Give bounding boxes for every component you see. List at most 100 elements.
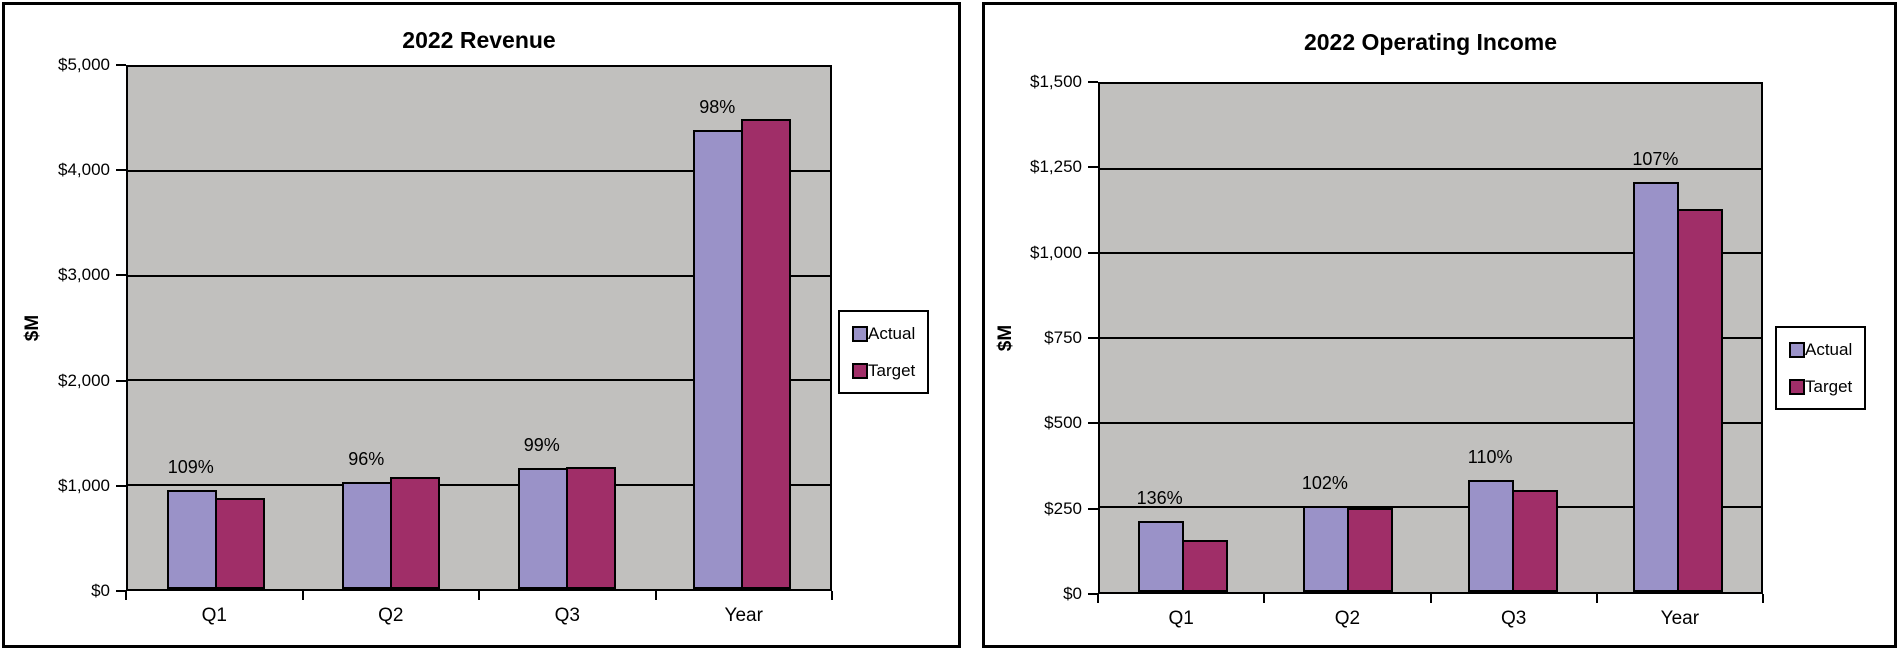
bar-target-q2 [1346, 507, 1393, 592]
bar-actual-q2 [342, 482, 393, 589]
x-tick-mark [301, 591, 304, 600]
y-tick-label: $0 [1063, 584, 1082, 603]
bar-pair [1265, 84, 1430, 592]
category-slot-q1: 136% [1100, 84, 1265, 592]
bar-percent-label: 99% [523, 435, 560, 456]
chart-title: 2022 Operating Income [1303, 29, 1558, 55]
x-tick-label-q2: Q2 [1334, 608, 1361, 629]
legend-label: Target [1805, 377, 1853, 396]
bar-percent-label: 109% [167, 456, 214, 477]
y-tick-mark [116, 379, 126, 382]
bar-actual-q1 [1137, 520, 1184, 592]
legend-swatch-actual [1789, 341, 1805, 358]
chart-title: 2022 Revenue [402, 27, 556, 53]
bar-actual-q1 [166, 489, 217, 589]
x-tick-label-q3: Q3 [1500, 608, 1527, 629]
bar-pair [479, 67, 655, 589]
bar-percent-label: 98% [699, 96, 736, 117]
bar-pair [1100, 84, 1265, 592]
category-slot-year: 107% [1596, 84, 1761, 592]
bar-percent-label: 96% [348, 449, 385, 469]
legend-item-actual: Actual [852, 325, 915, 342]
legend-label: Actual [868, 324, 916, 343]
category-slot-q2: 102% [1265, 84, 1430, 592]
revenue-chart: 2022 Revenue $M $0 $1,000 $2,000 $3,000 $4,0… [2, 2, 961, 648]
plot-area: 109% 96% 99% 98% [126, 65, 832, 591]
y-tick-mark [116, 590, 126, 592]
bar-pair [655, 67, 831, 589]
legend: Actual Target [1775, 326, 1867, 410]
y-tick-mark [1088, 593, 1098, 595]
y-axis: $0 $1,000 $2,000 $3,000 $4,000 $5,000 [5, 55, 126, 600]
category-slot-q3: 110% [1431, 84, 1596, 592]
bar-percent-label: 136% [1136, 487, 1183, 508]
y-tick-label: $1,000 [58, 475, 110, 495]
legend: Actual Target [838, 310, 930, 394]
x-axis: Q1 Q2 Q3 Year [126, 605, 832, 627]
y-tick-label: $1,500 [1030, 72, 1082, 91]
y-tick-label: $250 [1044, 498, 1082, 518]
x-axis: Q1 Q2 Q3 Year [1098, 608, 1763, 630]
operating-income-chart: 2022 Operating Income $M $0 $250 $500 $750 $… [982, 2, 1897, 648]
category-slot-q2: 96% [304, 67, 480, 589]
bar-actual-year [1633, 182, 1680, 592]
gridline [1100, 506, 1761, 509]
y-tick-mark [116, 169, 126, 172]
legend-swatch-target [852, 362, 868, 379]
x-tick-label-year: Year [724, 605, 763, 626]
x-tick-mark [831, 591, 833, 600]
y-axis: $0 $250 $500 $750 $1,000 $1,250 $1,500 [985, 72, 1098, 603]
legend-swatch-target [1789, 378, 1805, 395]
gridline [1100, 421, 1761, 424]
y-tick-mark [116, 64, 126, 66]
y-tick-label: $500 [1044, 413, 1082, 433]
x-tick-mark [1429, 594, 1432, 603]
bar-percent-label: 107% [1632, 149, 1679, 170]
category-slot-q3: 99% [479, 67, 655, 589]
bar-percent-label: 102% [1301, 472, 1348, 493]
plot-area: 136% 102% 110% 107% [1098, 82, 1763, 594]
gridline [1100, 252, 1761, 255]
x-tick-label-q2: Q2 [378, 605, 404, 626]
category-slot-year: 98% [655, 67, 831, 589]
x-tick-mark [125, 591, 127, 600]
legend-item-actual: Actual [1789, 341, 1852, 358]
gridline [128, 274, 830, 277]
y-tick-mark [1088, 166, 1098, 169]
bar-target-q3 [1512, 490, 1559, 592]
y-tick-mark [1088, 422, 1098, 425]
x-tick-mark [1097, 594, 1099, 603]
category-slot-q1: 109% [128, 67, 304, 589]
gridline [128, 379, 830, 382]
y-tick-label: $2,000 [58, 370, 110, 390]
bar-pair [128, 67, 304, 589]
bar-pair [1431, 84, 1596, 592]
bar-target-q2 [390, 477, 441, 589]
bar-actual-year [693, 129, 744, 589]
legend-swatch-actual [852, 325, 868, 342]
legend-label: Target [868, 361, 916, 380]
y-tick-mark [1088, 507, 1098, 510]
bar-actual-q3 [517, 468, 568, 589]
bar-target-q3 [565, 466, 616, 589]
legend-item-target: Target [1789, 378, 1852, 395]
y-tick-mark [116, 274, 126, 277]
x-tick-label-year: Year [1660, 608, 1700, 629]
legend-item-target: Target [852, 362, 915, 379]
gridline [128, 483, 830, 486]
gridline [128, 170, 830, 173]
bar-target-q1 [214, 498, 265, 589]
bar-target-year [741, 119, 792, 589]
bar-percent-label: 110% [1467, 447, 1513, 468]
x-tick-mark [1762, 594, 1764, 603]
x-tick-mark [478, 591, 480, 600]
gridline [1100, 337, 1761, 339]
y-tick-label: $4,000 [58, 160, 110, 180]
gridline [1100, 167, 1761, 170]
y-tick-label: $3,000 [58, 265, 110, 285]
y-tick-label: $1,250 [1030, 157, 1082, 177]
bar-pair [1596, 84, 1761, 592]
y-tick-label: $1,000 [1030, 242, 1082, 262]
x-tick-label-q1: Q1 [1168, 608, 1194, 629]
x-tick-label-q1: Q1 [201, 605, 227, 626]
